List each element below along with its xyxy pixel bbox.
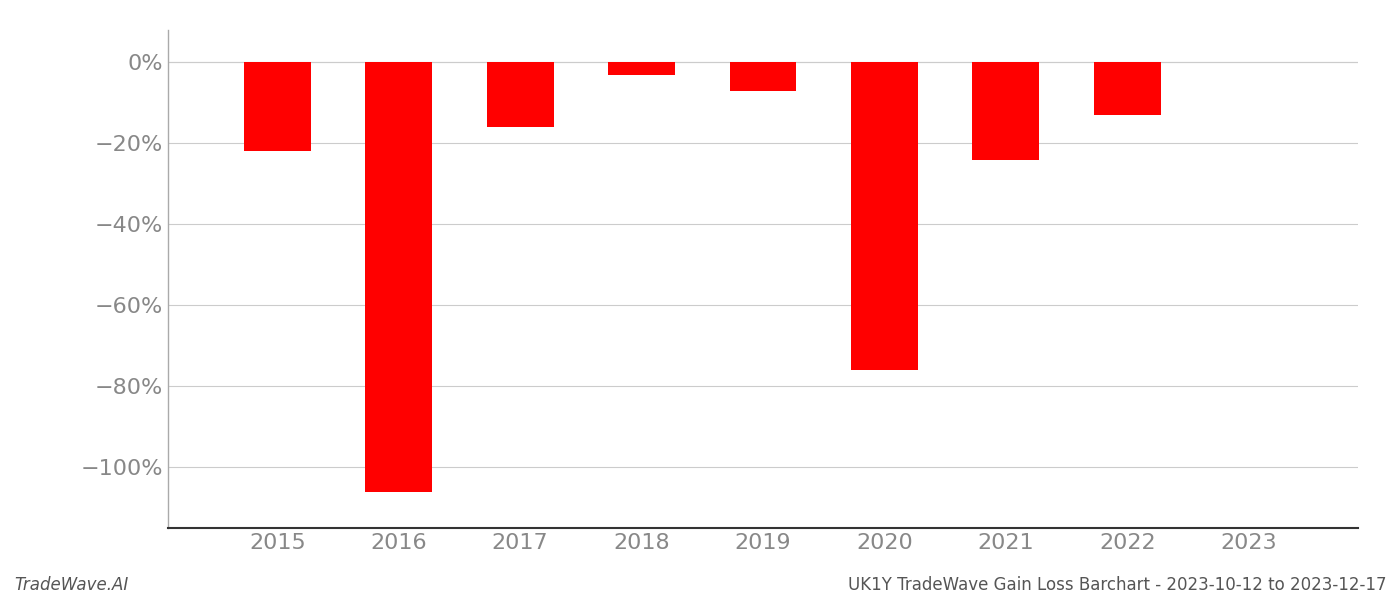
Bar <box>487 62 553 127</box>
Text: UK1Y TradeWave Gain Loss Barchart - 2023-10-12 to 2023-12-17: UK1Y TradeWave Gain Loss Barchart - 2023… <box>847 576 1386 594</box>
Bar <box>608 62 675 74</box>
Bar <box>244 62 311 151</box>
Bar <box>1093 62 1161 115</box>
Text: TradeWave.AI: TradeWave.AI <box>14 576 129 594</box>
Bar <box>365 62 433 491</box>
Bar <box>973 62 1039 160</box>
Bar <box>729 62 797 91</box>
Bar <box>851 62 918 370</box>
